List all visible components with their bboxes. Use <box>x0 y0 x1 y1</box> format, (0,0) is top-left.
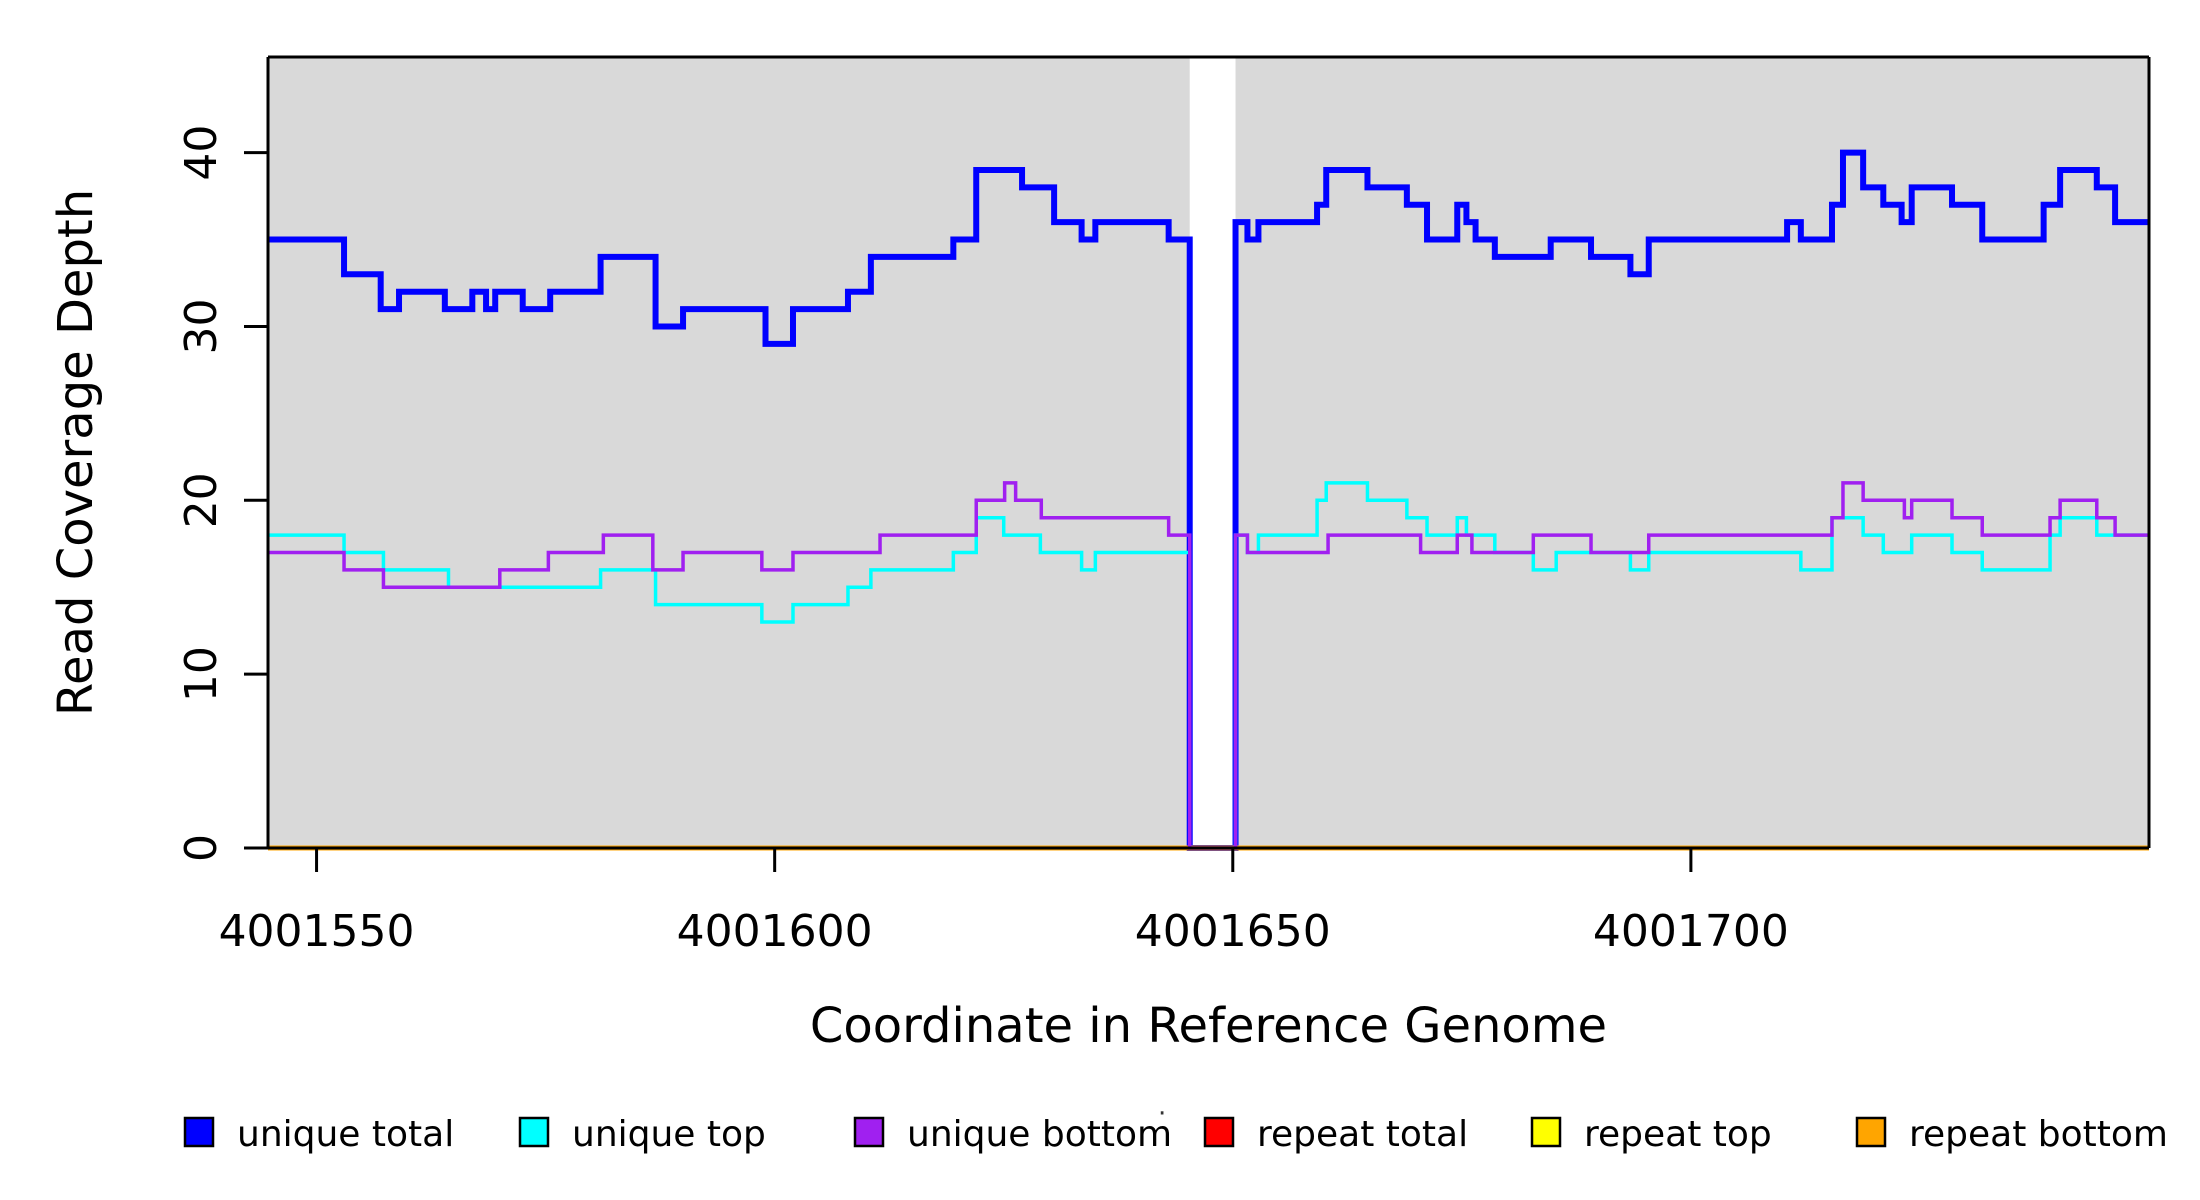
legend-item: repeat top <box>1530 1114 1772 1155</box>
legend-label: unique top <box>572 1114 766 1155</box>
x-axis-title: Coordinate in Reference Genome <box>810 998 1607 1054</box>
stray-dot-mark: · <box>1158 1099 1166 1129</box>
repeat-bottom-swatch <box>1855 1116 1887 1148</box>
legend-label: repeat top <box>1584 1114 1772 1155</box>
y-tick-label: 0 <box>176 834 227 862</box>
y-axis-title: Read Coverage Depth <box>48 189 104 716</box>
legend-item: unique top <box>518 1114 766 1155</box>
x-tick-label: 4001550 <box>219 906 415 957</box>
legend: unique total unique top unique bottom re… <box>183 1099 2168 1155</box>
x-tick-label: 4001650 <box>1135 906 1331 957</box>
legend-item: unique bottom <box>853 1114 1172 1155</box>
unique-top-swatch <box>518 1116 550 1148</box>
repeat-total-swatch <box>1203 1116 1235 1148</box>
x-tick-label: 4001700 <box>1593 906 1789 957</box>
legend-label: repeat total <box>1257 1114 1468 1155</box>
repeat-top-swatch <box>1530 1116 1562 1148</box>
series-line-unique-top <box>268 481 2149 850</box>
plot-frame <box>266 55 2151 850</box>
axis-tick-marks <box>244 151 1693 872</box>
legend-label: unique bottom <box>907 1114 1172 1155</box>
legend-label: unique total <box>237 1114 454 1155</box>
y-tick-label: 30 <box>176 298 227 354</box>
y-tick-label: 10 <box>176 646 227 702</box>
y-tick-label: 40 <box>176 125 227 181</box>
no-data-gap-band <box>1189 58 1236 848</box>
series-line-unique-total <box>268 149 2149 851</box>
y-tick-label: 20 <box>176 472 227 528</box>
legend-item: unique total <box>183 1114 454 1155</box>
legend-item: repeat bottom <box>1855 1114 2168 1155</box>
legend-item: repeat total <box>1203 1114 1468 1155</box>
series-line-unique-bottom <box>268 481 2149 850</box>
unique-bottom-swatch <box>853 1116 885 1148</box>
unique-total-swatch <box>183 1116 215 1148</box>
x-tick-label: 4001600 <box>677 906 873 957</box>
legend-label: repeat bottom <box>1909 1114 2168 1155</box>
